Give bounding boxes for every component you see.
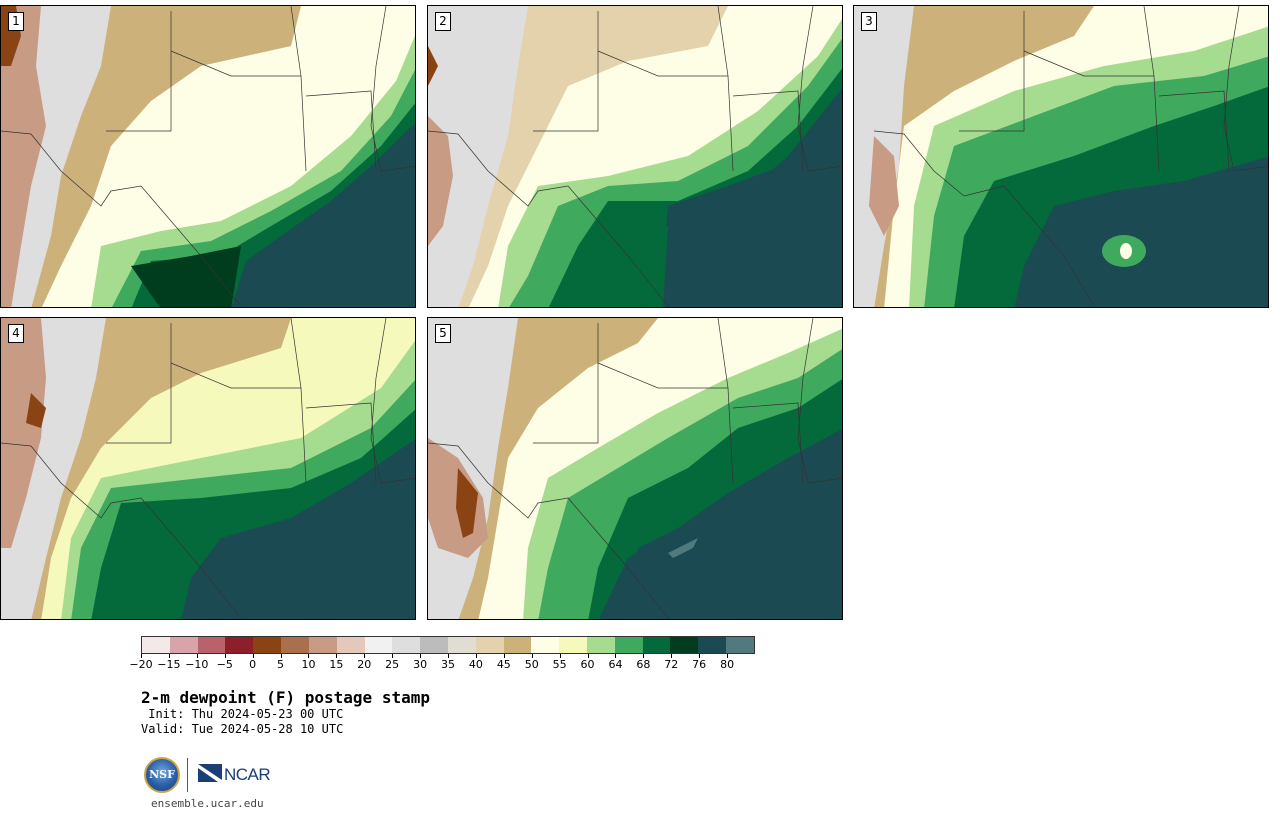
colorbar-tick-label: −20 [129, 658, 153, 671]
colorbar-segment [281, 637, 309, 653]
colorbar-tick-label: −10 [185, 658, 209, 671]
stamp-panel-3: 3 [853, 5, 1269, 308]
colorbar-tick [531, 654, 533, 658]
colorbar-tick-label: 55 [552, 658, 567, 671]
colorbar-segment [308, 637, 337, 653]
colorbar-tick-label: 40 [468, 658, 483, 671]
colorbar-tick [224, 654, 226, 658]
colorbar-tick [420, 654, 422, 658]
dewpoint-map-4 [1, 318, 415, 619]
dewpoint-map-3 [854, 6, 1268, 307]
colorbar-tick-label: 76 [692, 658, 707, 671]
colorbar-tick [336, 654, 338, 658]
colorbar-tick-label: 35 [441, 658, 455, 671]
map-title: 2-m dewpoint (F) postage stamp [141, 688, 430, 707]
colorbar-tick [615, 654, 617, 658]
stamp-panel-2: 2 [427, 5, 843, 308]
logo-divider [187, 758, 188, 792]
init-time: Init: Thu 2024-05-23 00 UTC [141, 707, 344, 721]
colorbar-tick-label: 80 [720, 658, 735, 671]
colorbar-segment [642, 637, 671, 653]
colorbar-segment [559, 637, 587, 653]
colorbar-tick [699, 654, 701, 658]
colorbar-tick-label: −5 [216, 658, 233, 671]
colorbar-tick [559, 654, 561, 658]
colorbar-tick [168, 654, 170, 658]
colorbar-segment [253, 637, 282, 653]
colorbar-segment [392, 637, 421, 653]
colorbar-tick-label: 15 [329, 658, 344, 671]
colorbar-tick [671, 654, 673, 658]
panel-number-label: 2 [435, 12, 451, 31]
colorbar-tick [364, 654, 366, 658]
colorbar-tick [196, 654, 198, 658]
ncar-logo-icon [198, 764, 222, 782]
colorbar-segment [614, 637, 643, 653]
colorbar-segment [531, 637, 560, 653]
ncar-logo-text: NCAR [224, 765, 271, 784]
colorbar-tick [587, 654, 589, 658]
colorbar-segment [197, 637, 226, 653]
colorbar-tick [503, 654, 505, 658]
colorbar-tick-label: 0 [249, 658, 257, 671]
colorbar-segment [225, 637, 254, 653]
colorbar-tick-label: 10 [301, 658, 316, 671]
colorbar-segment [420, 637, 448, 653]
dewpoint-map-5 [428, 318, 842, 619]
colorbar-tick [280, 654, 282, 658]
colorbar-tick [141, 654, 142, 658]
colorbar-tick [392, 654, 394, 658]
colorbar-tick [252, 654, 254, 658]
colorbar-segment [336, 637, 365, 653]
colorbar-tick-label: 64 [608, 658, 623, 671]
colorbar-tick-label: 68 [636, 658, 651, 671]
stamp-panel-4: 4 [0, 317, 416, 620]
colorbar-segment [587, 637, 615, 653]
nsf-logo: NSF [144, 757, 180, 793]
dewpoint-map-2 [428, 6, 842, 307]
colorbar-tick-label: 45 [496, 658, 511, 671]
panel-number-label: 1 [8, 12, 24, 31]
colorbar-segment [475, 637, 504, 653]
colorbar-tick [727, 654, 729, 658]
colorbar-segment [503, 637, 532, 653]
colorbar-tick-label: 25 [385, 658, 400, 671]
dewpoint-colorbar [141, 636, 755, 654]
colorbar-tick-label: 50 [524, 658, 539, 671]
colorbar-tick [643, 654, 645, 658]
colorbar-ticks: −20 −15 −10 −5 0 5 10 15 20 25 30 35 40 45 50 55 60 64 68 7… [129, 654, 755, 671]
stamp-panel-1: 1 [0, 5, 416, 308]
colorbar-segment [364, 637, 393, 653]
colorbar-tick [308, 654, 310, 658]
colorbar-tick-label: 30 [413, 658, 428, 671]
colorbar-segment [670, 637, 699, 653]
colorbar-segment [142, 637, 170, 653]
colorbar-tick [475, 654, 477, 658]
colorbar-segment [698, 637, 727, 653]
panel-number-label: 5 [435, 324, 451, 343]
colorbar-segment [726, 637, 754, 653]
colorbar-tick-label: 72 [664, 658, 679, 671]
site-url: ensemble.ucar.edu [151, 797, 264, 810]
colorbar-tick [448, 654, 449, 658]
dewpoint-map-1 [1, 6, 415, 307]
stamp-panel-5: 5 [427, 317, 843, 620]
colorbar-tick-label: −15 [157, 658, 181, 671]
colorbar-tick-label: 5 [277, 658, 285, 671]
panel-number-label: 3 [861, 12, 877, 31]
colorbar-segment [169, 637, 198, 653]
panel-number-label: 4 [8, 324, 24, 343]
colorbar-tick-label: 20 [357, 658, 372, 671]
valid-time: Valid: Tue 2024-05-28 10 UTC [141, 722, 344, 736]
colorbar-segment [447, 637, 476, 653]
sponsor-logos: NSF NCAR [144, 756, 284, 796]
colorbar-tick-label: 60 [580, 658, 595, 671]
